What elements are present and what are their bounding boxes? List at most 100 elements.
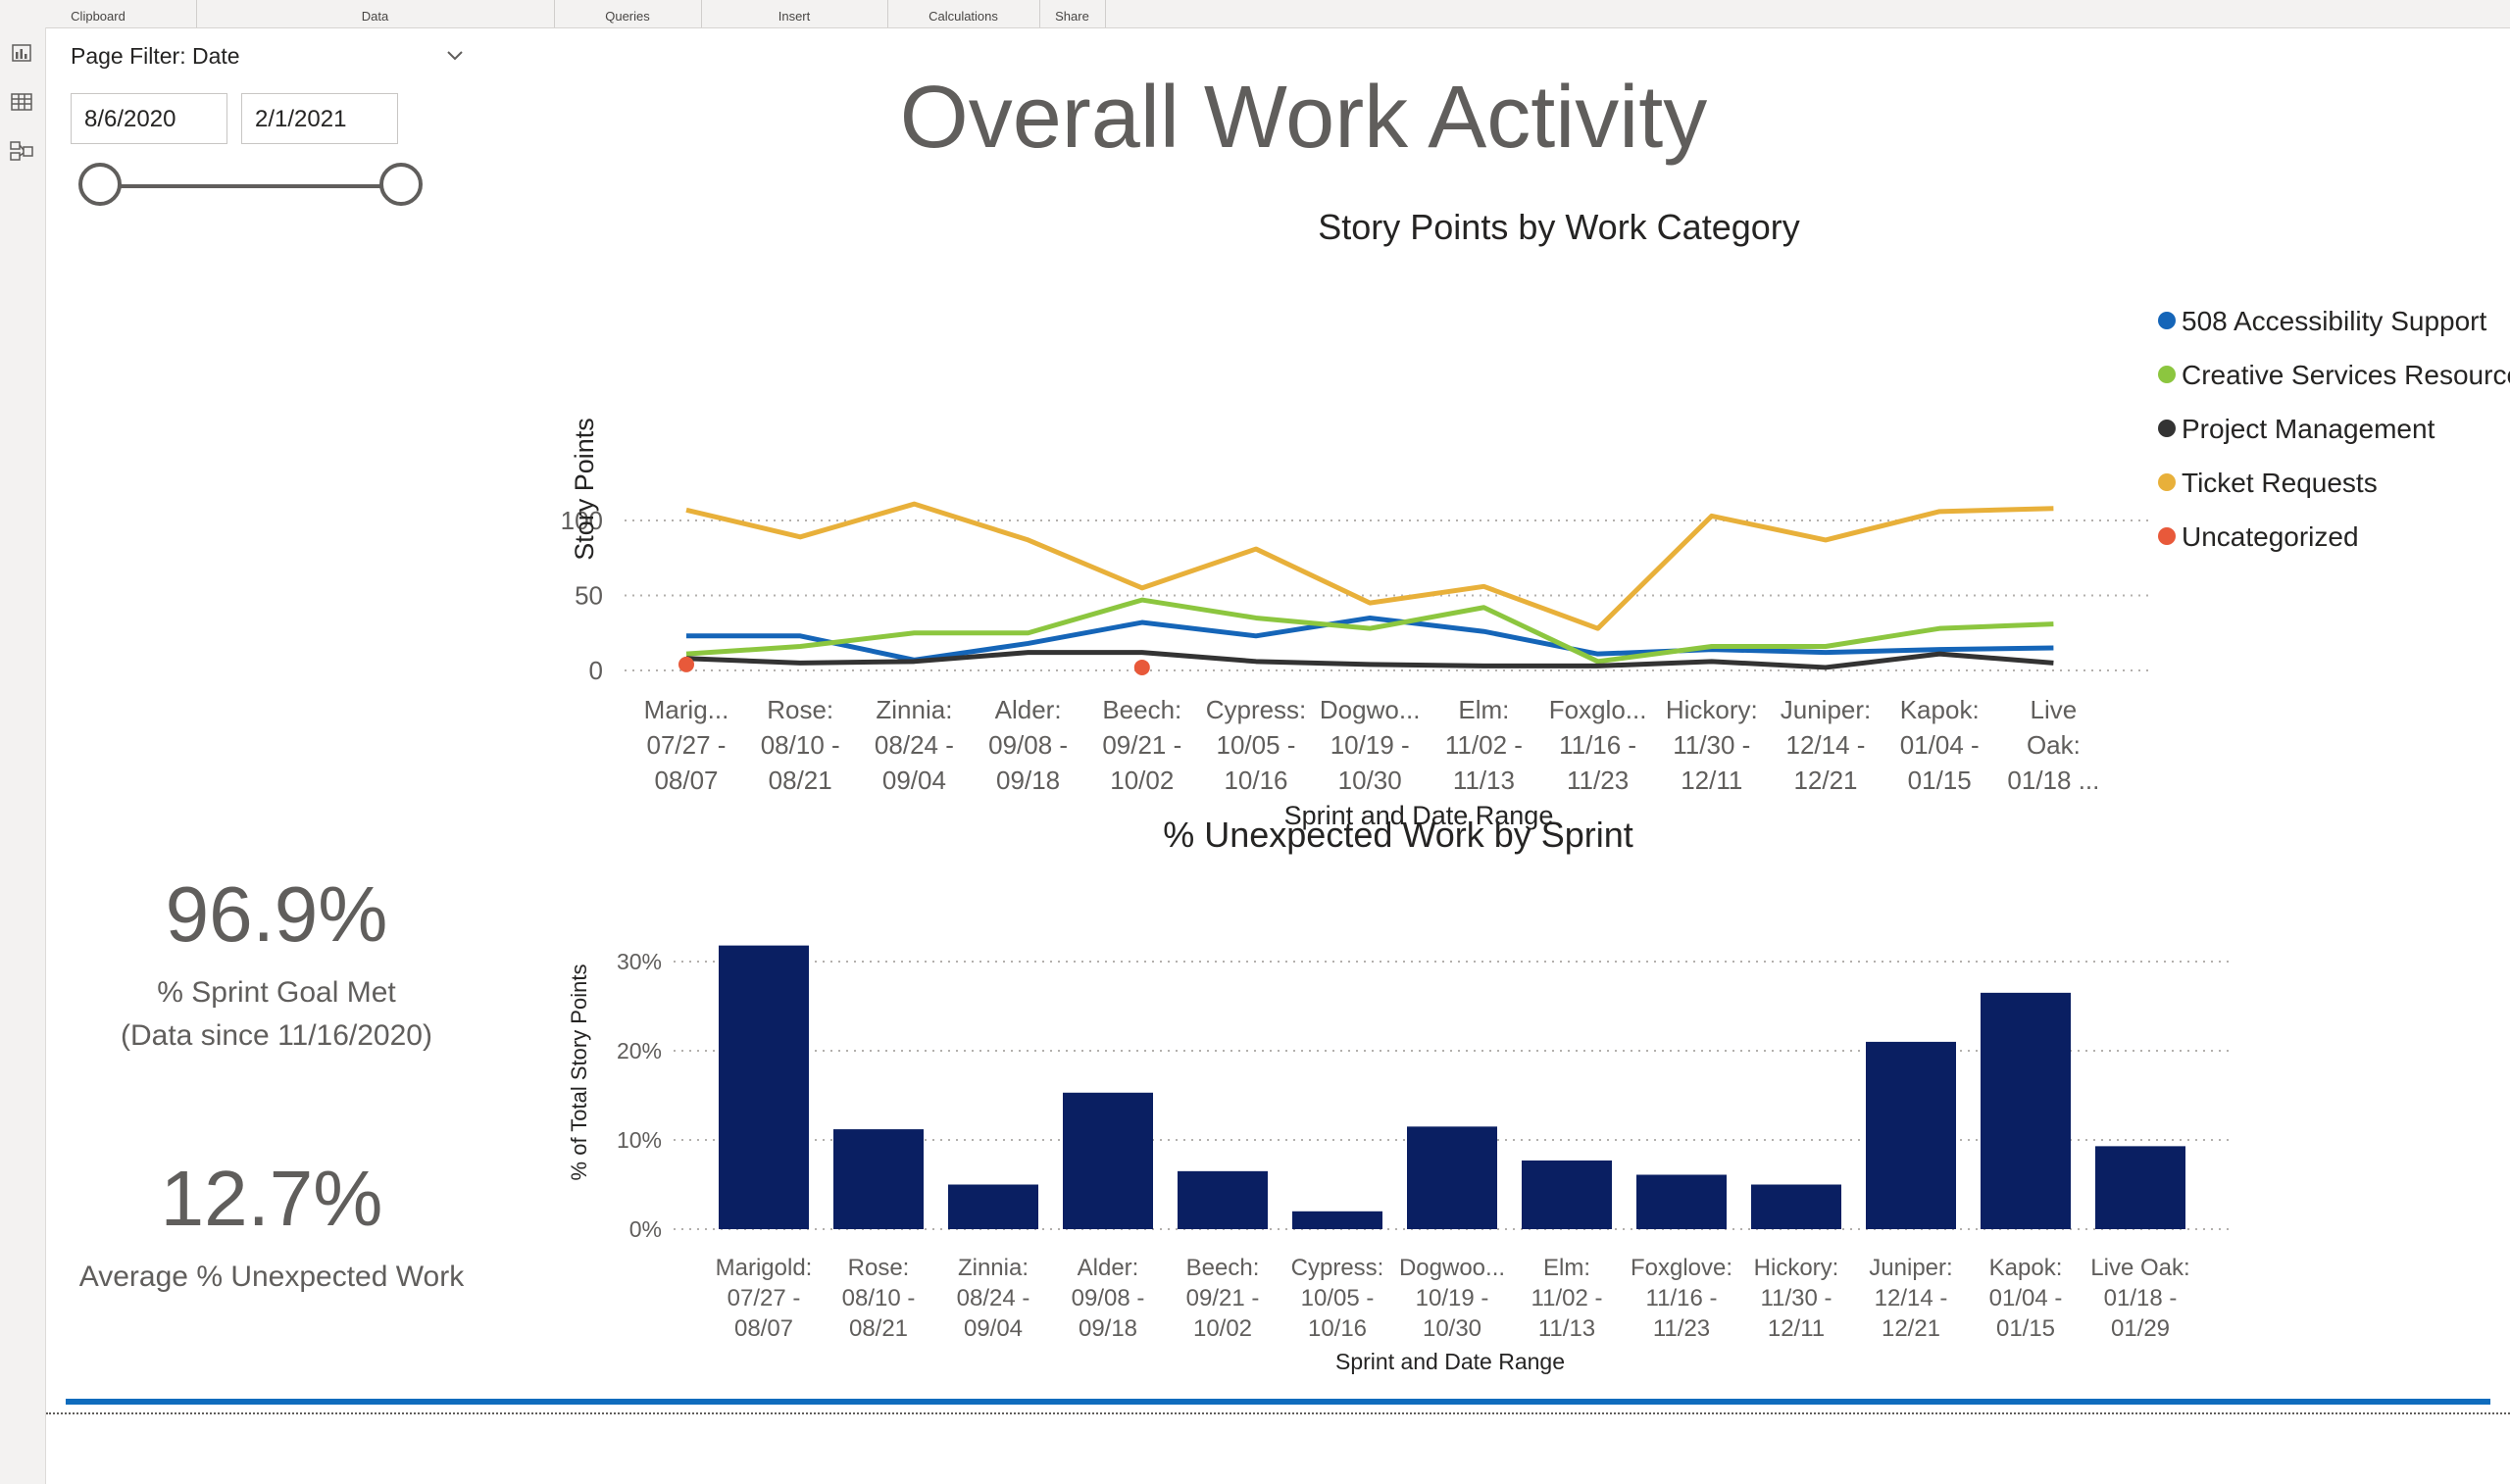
x-axis-title: Sprint and Date Range xyxy=(1284,801,1554,830)
date-slicer: Page Filter: Date 8/6/2020 2/1/2021 xyxy=(71,38,473,215)
x-tick-label: 09/08 - xyxy=(1072,1285,1145,1311)
x-tick-label: 10/02 xyxy=(1193,1315,1252,1342)
y-axis-title: % of Total Story Points xyxy=(567,965,591,1181)
x-tick-label: Cypress: xyxy=(1206,695,1307,724)
x-tick-label: 09/04 xyxy=(882,766,946,795)
x-tick-label: 07/27 - xyxy=(728,1285,801,1311)
slider-end-handle[interactable] xyxy=(379,163,423,206)
x-tick-label: Live Oak: xyxy=(2090,1255,2189,1281)
model-view-icon[interactable] xyxy=(8,137,35,165)
x-tick-label: 12/11 xyxy=(1681,766,1742,795)
x-tick-label: 11/02 - xyxy=(1445,730,1523,760)
ribbon-group-labels: Clipboard Data Queries Insert Calculatio… xyxy=(0,0,2510,28)
x-tick-label: Elm: xyxy=(1458,695,1509,724)
y-tick-label: 0 xyxy=(589,656,603,685)
x-tick-label: 10/19 - xyxy=(1330,730,1410,760)
x-tick-label: 12/21 xyxy=(1793,766,1857,795)
x-tick-label: 10/02 xyxy=(1110,766,1174,795)
x-tick-label: Marig... xyxy=(644,695,729,724)
x-tick-label: Beech: xyxy=(1102,695,1181,724)
x-tick-label: Hickory: xyxy=(1754,1255,1839,1281)
x-tick-label: Juniper: xyxy=(1869,1255,1952,1281)
x-tick-label: 12/11 xyxy=(1768,1315,1825,1342)
x-axis-title: Sprint and Date Range xyxy=(1335,1349,1565,1374)
unexpected-work-bar-chart[interactable]: 0% 10% 20% 30% % of Total Story Points Marigo… xyxy=(487,871,2301,1381)
y-tick-label: 100 xyxy=(561,506,603,535)
page-title: Overall Work Activity xyxy=(899,69,1708,167)
series-line xyxy=(685,650,2054,670)
bar xyxy=(1178,1170,1268,1229)
date-range-slider-track[interactable] xyxy=(100,184,394,188)
x-tick-label: 11/13 xyxy=(1453,766,1515,795)
x-tick-label: Juniper: xyxy=(1781,695,1872,724)
ribbon-group-clipboard: Clipboard xyxy=(0,0,197,27)
y-tick-label: 20% xyxy=(617,1038,662,1064)
x-tick-label: 09/18 xyxy=(1079,1315,1137,1342)
report-view-icon[interactable] xyxy=(8,39,35,67)
legend-marker xyxy=(2158,420,2176,437)
x-tick-label: 07/27 - xyxy=(647,730,727,760)
bar xyxy=(833,1129,924,1229)
y-tick-label: 30% xyxy=(617,949,662,974)
ribbon-group-data: Data xyxy=(196,0,555,27)
bar xyxy=(1751,1184,1841,1229)
x-tick-label: 11/16 - xyxy=(1646,1285,1718,1311)
x-tick-label: Beech: xyxy=(1186,1255,1260,1281)
x-tick-label: 11/23 xyxy=(1567,766,1629,795)
slicer-header: Page Filter: Date xyxy=(71,38,473,74)
bar xyxy=(1407,1126,1497,1229)
y-tick-label: 10% xyxy=(617,1127,662,1153)
x-tick-label: 08/10 - xyxy=(761,730,840,760)
x-tick-label: 01/18 ... xyxy=(2007,766,2099,795)
x-tick-label: 08/07 xyxy=(654,766,718,795)
x-tick-label: 10/05 - xyxy=(1301,1285,1375,1311)
x-tick-label: 11/30 - xyxy=(1761,1285,1832,1311)
bar xyxy=(1522,1160,1612,1229)
legend-marker xyxy=(2158,312,2176,329)
slider-start-handle[interactable] xyxy=(78,163,122,206)
bar xyxy=(2095,1146,2185,1229)
x-tick-label: 11/23 xyxy=(1653,1315,1710,1342)
start-date-input[interactable]: 8/6/2020 xyxy=(71,93,227,144)
bar xyxy=(948,1184,1038,1229)
chevron-down-icon[interactable] xyxy=(437,38,473,74)
x-tick-label: 10/16 xyxy=(1224,766,1287,795)
x-tick-label: Foxglo... xyxy=(1549,695,1647,724)
dotted-divider xyxy=(46,1412,2510,1414)
x-tick-label: Zinnia: xyxy=(958,1255,1029,1281)
bar xyxy=(1866,1041,1956,1229)
data-point xyxy=(1133,659,1150,675)
legend-item: Creative Services Resources xyxy=(2182,360,2510,390)
x-tick-label: Zinnia: xyxy=(876,695,952,724)
x-tick-label: Alder: xyxy=(995,695,1062,724)
legend-marker xyxy=(2158,366,2176,383)
data-point xyxy=(678,656,694,672)
x-tick-label: Oak: xyxy=(2027,730,2081,760)
x-tick-label: 12/14 - xyxy=(1875,1285,1948,1311)
x-tick-label: Hickory: xyxy=(1666,695,1758,724)
line-chart-title: Story Points by Work Category xyxy=(1318,207,1800,247)
ribbon-group-share: Share xyxy=(1039,0,1106,27)
x-tick-label: Rose: xyxy=(848,1255,910,1281)
ribbon-group-calculations: Calculations xyxy=(887,0,1040,27)
table-view-icon[interactable] xyxy=(8,88,35,116)
x-tick-label: 09/08 - xyxy=(988,730,1068,760)
accent-divider xyxy=(66,1399,2490,1405)
legend-item: Project Management xyxy=(2182,414,2435,444)
bar xyxy=(1063,1092,1153,1229)
ribbon-group-insert: Insert xyxy=(701,0,888,27)
x-tick-label: Kapok: xyxy=(1989,1255,2063,1281)
y-tick-label: 50 xyxy=(575,581,603,611)
unexpected-work-kpi-label: Average % Unexpected Work xyxy=(78,1261,465,1293)
bar xyxy=(719,945,809,1229)
x-tick-label: 12/21 xyxy=(1882,1315,1940,1342)
x-tick-label: Elm: xyxy=(1543,1255,1590,1281)
end-date-input[interactable]: 2/1/2021 xyxy=(241,93,398,144)
legend-marker xyxy=(2158,527,2176,545)
x-tick-label: Kapok: xyxy=(1900,695,1980,724)
view-switcher-rail xyxy=(0,27,46,1484)
y-tick-label: 0% xyxy=(629,1216,662,1242)
x-tick-label: 08/07 xyxy=(734,1315,793,1342)
x-tick-label: Live xyxy=(2031,695,2078,724)
